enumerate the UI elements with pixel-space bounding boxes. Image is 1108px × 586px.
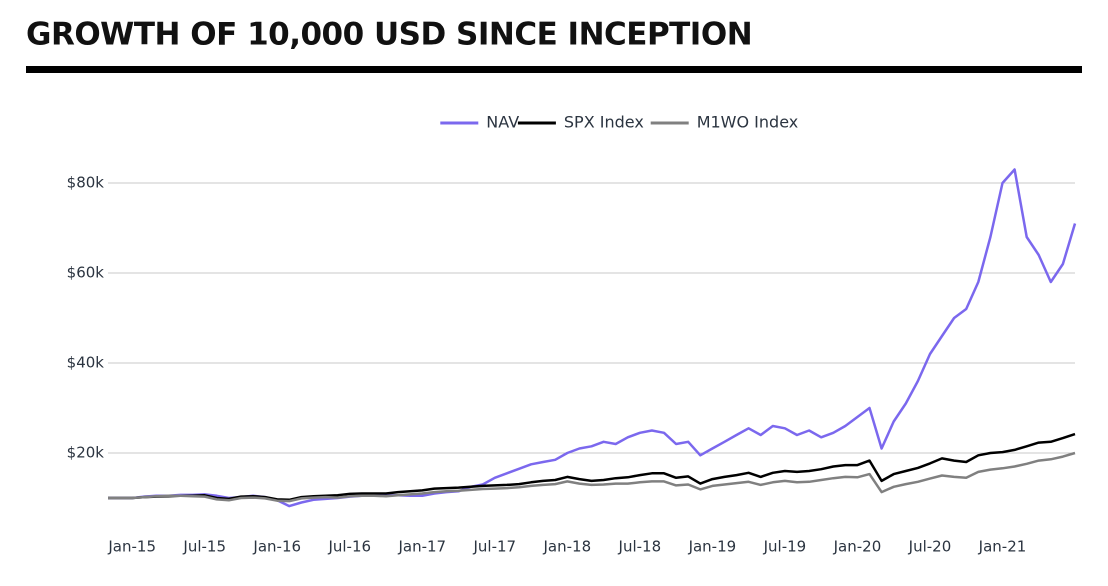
x-tick-label: Jan-16 (252, 538, 301, 556)
x-tick-label: Jul-16 (327, 538, 371, 556)
series-line (108, 451, 1076, 503)
y-tick-label: $80k (67, 174, 105, 192)
x-tick-label: Jul-15 (182, 538, 226, 556)
y-tick-label: $40k (67, 354, 105, 372)
y-tick-label: $60k (67, 264, 105, 282)
x-tick-label: Jul-18 (618, 538, 662, 556)
legend-label: SPX Index (564, 113, 644, 132)
series-line (108, 432, 1076, 502)
x-tick-label: Jan-20 (833, 538, 882, 556)
chart-title: GROWTH OF 10,000 USD SINCE INCEPTION (26, 17, 752, 53)
title-rule (26, 66, 1082, 73)
x-tick-label: Jul-17 (472, 538, 516, 556)
x-tick-label: Jan-15 (107, 538, 156, 556)
legend-label: NAV (486, 113, 519, 132)
x-tick-label: Jan-21 (978, 538, 1027, 556)
series-line (108, 168, 1077, 508)
y-tick-label: $20k (67, 444, 105, 462)
x-tick-label: Jul-20 (908, 538, 952, 556)
legend-label: M1WO Index (697, 113, 799, 132)
x-tick-label: Jan-18 (543, 538, 592, 556)
x-tick-label: Jul-19 (763, 538, 807, 556)
x-tick-label: Jan-19 (688, 538, 737, 556)
x-tick-label: Jan-17 (397, 538, 446, 556)
